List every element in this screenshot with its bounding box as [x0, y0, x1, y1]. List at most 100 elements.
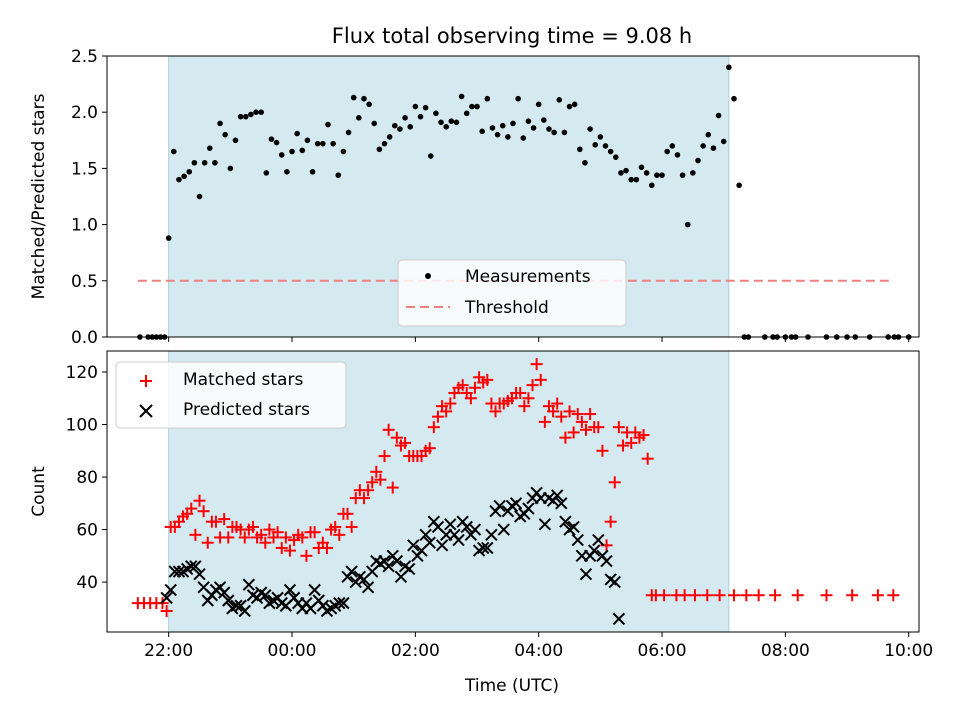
matched-stars-point	[440, 405, 453, 418]
matched-stars-point	[887, 589, 900, 602]
matched-stars-point	[378, 450, 391, 463]
matched-stars-point	[296, 531, 309, 544]
matched-stars-point	[489, 405, 502, 418]
measurement-point	[623, 167, 629, 174]
top-plot-frame	[106, 55, 920, 338]
measurement-point	[217, 120, 223, 127]
measurement-point	[484, 95, 491, 102]
star-count-points	[131, 358, 900, 626]
measurement-point	[458, 93, 465, 100]
predicted-stars-point	[481, 541, 494, 555]
measurement-point	[736, 182, 742, 189]
predicted-stars-point	[509, 497, 523, 510]
predicted-stars-point	[283, 583, 297, 597]
predicted-stars-point	[571, 533, 584, 547]
matched-stars-point	[592, 421, 605, 434]
predicted-stars-point	[423, 536, 436, 549]
predicted-stars-point	[242, 578, 256, 591]
matched-stars-point	[468, 381, 481, 394]
matched-stars-point	[444, 397, 457, 410]
matched-stars-point	[333, 528, 346, 541]
matched-stars-point	[688, 589, 701, 602]
y-tick-label: 60	[76, 521, 98, 541]
measurement-point	[577, 146, 583, 153]
measurement-point	[361, 95, 367, 102]
measurement-point	[448, 118, 455, 124]
predicted-stars-point	[337, 596, 350, 610]
measurement-point	[402, 115, 408, 121]
legend-predicted-marker	[139, 404, 153, 418]
y-tick-label: 100	[66, 416, 98, 436]
y-tick-label: 0.5	[71, 272, 98, 292]
measurement-point	[314, 140, 321, 147]
predicted-stars-point	[419, 528, 432, 542]
matched-stars-point	[283, 544, 296, 557]
bottom-x-axis-ticks: 22:00 00:00 02:00 04:00 06:00 08:00 10:00	[144, 632, 933, 661]
predicted-stars-point	[567, 520, 580, 534]
matched-stars-point	[209, 515, 222, 528]
measurement-point	[479, 128, 485, 135]
matched-stars-point	[658, 589, 671, 602]
measurement-point	[165, 235, 172, 241]
predicted-stars-point	[485, 528, 498, 542]
y-tick-label: 80	[76, 468, 98, 488]
measurement-point	[695, 157, 701, 164]
predicted-stars-point	[217, 586, 231, 599]
matched-stars-point	[329, 520, 342, 533]
bottom-panel: 40 60 80 100 120 22:00 00:00 02:00 04:00 06:00 08…	[29, 350, 933, 696]
measurement-point	[684, 221, 691, 228]
matched-stars-point	[551, 397, 564, 410]
matched-stars-point	[238, 531, 251, 544]
chart-title: Flux total observing time = 9.08 h	[332, 24, 692, 48]
matched-stars-point	[625, 436, 638, 449]
x-tick-label: 10:00	[884, 641, 933, 661]
measurement-point	[510, 120, 516, 127]
measurement-point	[278, 152, 285, 158]
measurement-point	[381, 140, 388, 147]
measurement-point	[422, 104, 429, 111]
measurement-point	[469, 103, 475, 110]
predicted-stars-point	[193, 568, 206, 581]
matched-stars-point	[427, 421, 440, 434]
matched-stars-point	[678, 589, 691, 602]
matched-stars-point	[362, 484, 375, 497]
matched-stars-point	[604, 515, 617, 528]
matched-stars-point	[616, 439, 629, 452]
measurement-point	[679, 172, 686, 178]
matched-stars-point	[846, 589, 859, 602]
predicted-stars-point	[259, 589, 272, 602]
top-panel: 0.0 0.5 1.0 1.5 2.0 2.5 Matched/Predicted sta…	[29, 47, 920, 348]
measurement-point	[659, 172, 665, 178]
measurement-point	[731, 95, 737, 102]
y-tick-label: 40	[76, 573, 98, 593]
matched-stars-point	[579, 423, 592, 436]
measurement-point	[222, 131, 229, 138]
measurement-point	[463, 110, 470, 117]
measurement-point	[638, 164, 645, 171]
measurement-point	[325, 121, 331, 128]
measurement-point	[171, 148, 177, 155]
matched-stars-point	[370, 465, 383, 478]
matched-stars-point	[366, 476, 379, 489]
measurement-point	[602, 143, 609, 149]
matched-stars-point	[522, 392, 535, 405]
predicted-stars-point	[172, 565, 186, 578]
matched-stars-point	[514, 387, 527, 400]
measurement-points	[137, 64, 912, 340]
predicted-stars-point	[497, 523, 510, 536]
measurement-point	[715, 112, 722, 119]
matched-stars-point	[567, 426, 580, 439]
matched-stars-point	[555, 410, 568, 423]
matched-stars-point	[518, 400, 531, 413]
matched-stars-point	[481, 373, 494, 386]
measurement-point	[607, 148, 614, 155]
matched-stars-point	[160, 604, 173, 617]
measurement-point	[546, 126, 552, 132]
measurement-point	[587, 126, 593, 132]
measurement-point	[664, 148, 670, 155]
matched-stars-point	[185, 502, 198, 515]
y-tick-label: 2.5	[71, 47, 98, 67]
predicted-stars-point	[345, 565, 358, 578]
measurement-point	[201, 159, 208, 166]
measurement-point	[515, 95, 521, 102]
